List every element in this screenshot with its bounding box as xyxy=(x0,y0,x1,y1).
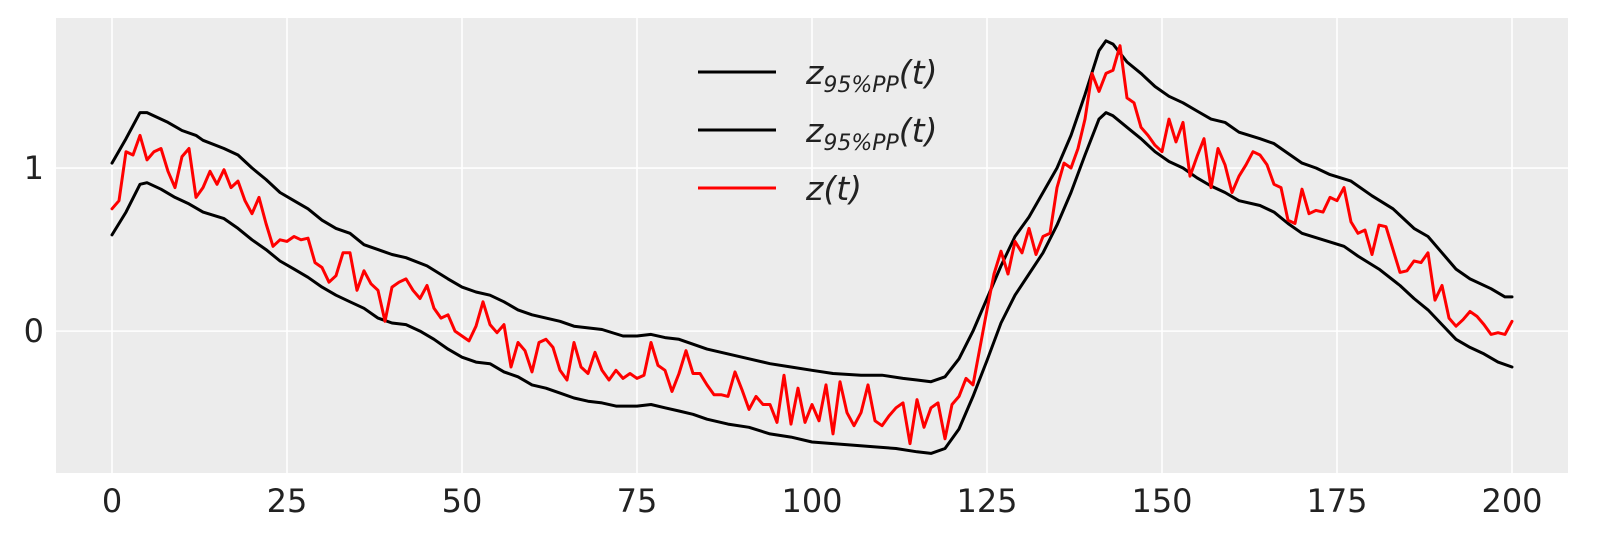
x-tick-label: 125 xyxy=(956,482,1017,520)
y-axis-ticks: 01 xyxy=(24,149,44,350)
series-lines xyxy=(110,39,1514,455)
y-tick-label: 1 xyxy=(24,149,44,187)
legend-entry: z(t) xyxy=(698,169,862,208)
x-tick-label: 175 xyxy=(1306,482,1367,520)
y-tick-label: 0 xyxy=(24,312,44,350)
series-line-2 xyxy=(110,111,1514,455)
x-axis-ticks: 0 25 50 75 100 125 150 175 200 xyxy=(102,482,1543,520)
legend: z95%PP(t) z95%PP(t) z(t) xyxy=(698,53,937,208)
legend-label: z95%PP(t) xyxy=(805,53,937,98)
series-line-1 xyxy=(110,39,1514,384)
legend-entry: z95%PP(t) xyxy=(698,53,937,98)
series-line-3 xyxy=(110,44,1514,446)
legend-label: z(t) xyxy=(805,169,862,208)
x-tick-label: 75 xyxy=(617,482,658,520)
x-tick-label: 200 xyxy=(1481,482,1542,520)
legend-entry: z95%PP(t) xyxy=(698,111,937,156)
x-tick-label: 150 xyxy=(1131,482,1192,520)
x-tick-label: 100 xyxy=(781,482,842,520)
x-tick-label: 25 xyxy=(267,482,308,520)
x-tick-label: 50 xyxy=(442,482,483,520)
x-tick-label: 0 xyxy=(102,482,122,520)
legend-label: z95%PP(t) xyxy=(805,111,937,156)
